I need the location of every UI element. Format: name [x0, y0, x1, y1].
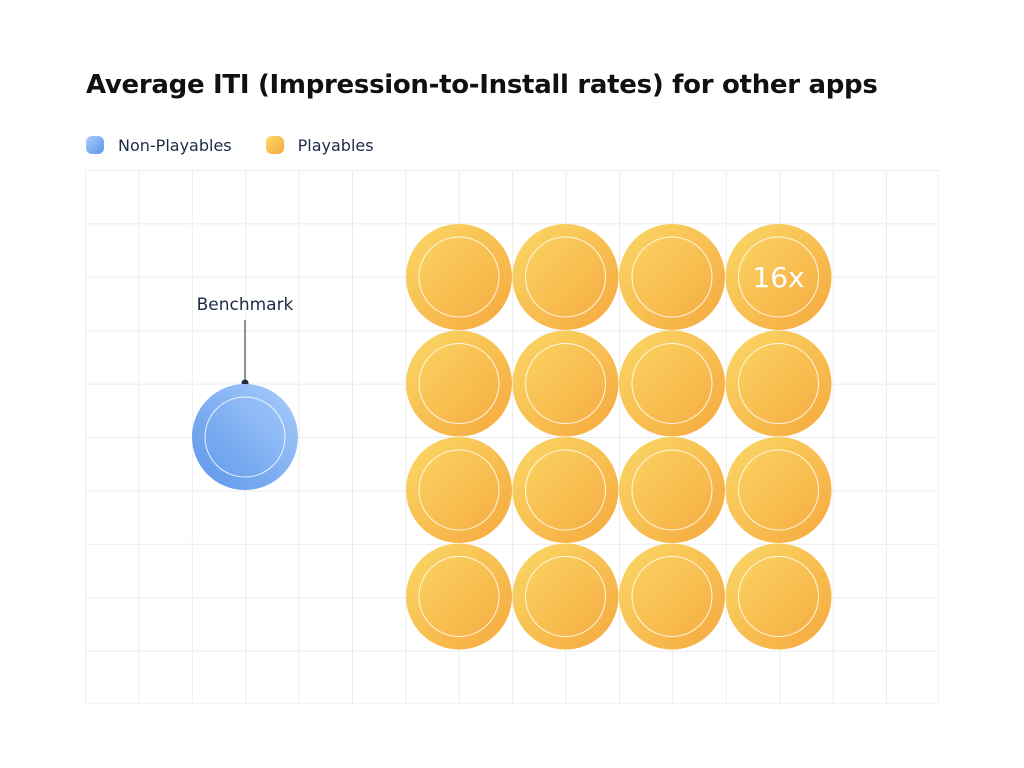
multiplier-label: 16x: [752, 261, 804, 294]
playables-circle-ring: [418, 343, 500, 424]
playables-circle-ring: [418, 236, 500, 318]
playables-circle-disc: [725, 437, 832, 543]
playables-circle: [512, 437, 619, 543]
circles: 16x: [192, 224, 832, 650]
non-playables-circle-ring: [204, 396, 286, 478]
playables-circle-ring: [631, 343, 713, 424]
playables-circle-disc: [406, 224, 512, 330]
playables-circle-ring: [631, 236, 713, 318]
playables-circle-ring: [418, 449, 500, 531]
playables-circle-ring: [525, 449, 606, 531]
playables-circle-disc: [619, 543, 725, 650]
playables-circle-disc: [512, 224, 619, 330]
playables-circle-disc: [725, 224, 832, 330]
playables-circle: 16x: [725, 224, 832, 330]
playables-circle-ring: [525, 236, 606, 318]
playables-circle-ring: [631, 556, 713, 637]
playables-circle: [406, 224, 512, 330]
playables-circle: [619, 437, 725, 543]
playables-circle-disc: [512, 330, 619, 437]
playables-circle-disc: [512, 437, 619, 543]
playables-circle-disc: [619, 437, 725, 543]
playables-circle: [406, 437, 512, 543]
chart-title: Average ITI (Impression-to-Install rates…: [86, 70, 878, 100]
playables-circle-ring: [738, 556, 819, 637]
playables-circle: [406, 543, 512, 650]
playables-circle-ring: [738, 449, 819, 531]
legend: Non-Playables Playables: [86, 134, 408, 156]
playables-circle: [512, 543, 619, 650]
playables-circle: [512, 224, 619, 330]
playables-circle-ring: [525, 556, 606, 637]
pictograph-chart: Benchmark 16x: [85, 170, 939, 704]
legend-swatch-playables: [265, 136, 284, 154]
playables-circle: [725, 437, 832, 543]
non-playables-circle: [192, 384, 298, 490]
playables-circle: [406, 330, 512, 437]
playables-circle-ring: [525, 343, 606, 424]
playables-circle: [725, 543, 832, 650]
legend-item-playables: Playables: [265, 135, 374, 155]
benchmark-label: Benchmark: [197, 295, 294, 315]
playables-circle-disc: [725, 543, 832, 650]
legend-swatch-non-playables: [86, 136, 104, 154]
playables-circle-disc: [406, 437, 512, 543]
playables-circle-ring: [738, 343, 819, 424]
playables-circle-disc: [512, 543, 619, 650]
playables-circle: [619, 224, 725, 330]
playables-circle-disc: [619, 224, 725, 330]
playables-circle: [725, 330, 832, 437]
playables-circle-disc: [406, 330, 512, 437]
playables-circle: [512, 330, 619, 437]
legend-label-non-playables: Non-Playables: [118, 135, 232, 155]
legend-label-playables: Playables: [297, 135, 374, 155]
playables-circle-disc: [725, 330, 832, 437]
playables-circle: [619, 330, 725, 437]
benchmark-group: Benchmark: [197, 295, 294, 387]
chart-area: Benchmark 16x: [85, 170, 939, 704]
playables-circle: [619, 543, 725, 650]
playables-circle-disc: [619, 330, 725, 437]
playables-circle-ring: [738, 236, 819, 318]
playables-circle-ring: [418, 556, 500, 637]
playables-circle-ring: [631, 449, 713, 531]
legend-item-non-playables: Non-Playables: [86, 136, 232, 155]
non-playables-circle-disc: [192, 384, 298, 490]
playables-circle-disc: [406, 543, 512, 650]
